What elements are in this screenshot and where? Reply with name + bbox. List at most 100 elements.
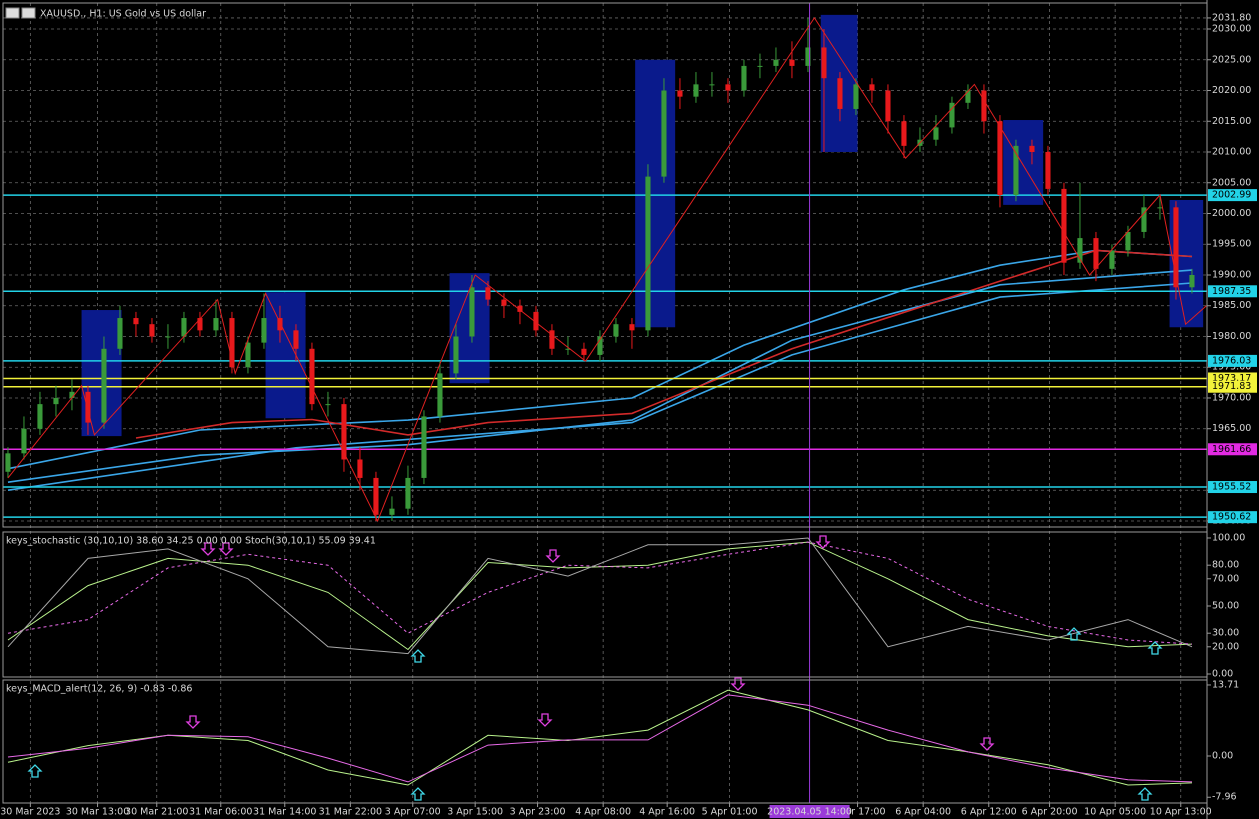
candle-body [69,391,75,398]
candle-body [213,318,219,331]
candle-body [1077,238,1083,263]
x-tick-label: 6 Apr 12:00 [961,807,1017,818]
candle-body [1109,250,1115,269]
x-tick-label: 3 Apr 07:00 [385,807,441,818]
candle-body [405,477,411,509]
panel-title: XAUUSD., H1: US Gold vs US dollar [40,9,206,20]
candle-body [1013,145,1019,196]
candle-body [1173,207,1179,288]
y-tick-label: 2015.00 [1212,116,1251,127]
candle-body [533,311,539,331]
signal-arrow [27,764,43,778]
x-tick-label: 31 Mar 22:00 [319,807,382,818]
level-tag [1208,481,1257,494]
chart-icon [21,7,36,19]
candle-body [549,330,555,349]
signal-arrow [200,542,216,556]
candle-body [629,324,635,331]
panel-title: keys_stochastic (30,10,10) 38.60 34.25 0… [6,536,376,547]
x-tick-label: 10 Apr 05:00 [1084,807,1146,818]
candle-body [773,59,779,66]
y-tick-label: 2000.00 [1212,208,1251,219]
y-tick-label: 2010.00 [1212,147,1251,158]
candle-body [885,90,891,122]
x-tick-label: 30 Mar 2023 [0,807,60,818]
y-tick-label: -7.96 [1212,792,1237,803]
y-tick-label: 30.00 [1212,628,1239,639]
x-tick-label: 6 Apr 04:00 [895,807,951,818]
candle-body [53,397,59,405]
x-tick-label: 31 Mar 06:00 [189,807,252,818]
candle-body [613,324,619,337]
candle-body [181,318,187,337]
candle-body [165,336,171,338]
signal-arrow [730,677,746,691]
signal-arrow [979,737,995,751]
box [635,59,676,328]
candle-body [981,90,987,122]
x-tick-label: 10 Apr 13:00 [1150,807,1212,818]
level-label: 1973.17 [1212,373,1251,384]
candle-body [1141,207,1147,232]
candle-body [853,84,859,109]
candle-body [581,348,587,355]
level-label: 1971.83 [1212,381,1251,392]
candle-body [325,404,331,406]
y-tick-label: 80.00 [1212,560,1239,571]
candle-body [277,318,283,331]
candle-body [85,391,91,423]
candle-body [101,348,107,423]
y-tick-label: 2005.00 [1212,177,1251,188]
y-tick-label: 1985.00 [1212,300,1251,311]
candle-body [997,121,1003,196]
candle-body [1045,152,1051,189]
x-tick-label: 4 Apr 16:00 [639,807,695,818]
candle-body [837,78,843,109]
candle-body [1029,145,1035,153]
y-tick-label: 20.00 [1212,641,1239,652]
candle-body [869,84,875,91]
candle-body [341,404,347,460]
candle-body [245,342,251,368]
candle-body [677,90,683,97]
candle-body [5,453,11,472]
candle-body [1125,231,1131,251]
box [265,292,306,419]
level-tag [1208,285,1257,298]
candle-body [437,373,443,417]
level-label: 2002.99 [1212,190,1251,201]
signal-arrow [1066,627,1082,641]
level-label: 1950.62 [1212,512,1251,523]
level-tag [1208,189,1257,202]
candle-body [37,404,43,429]
y-tick-label: 1965.00 [1212,423,1251,434]
y-tick-label: 100.00 [1212,532,1245,543]
candle-body [453,336,459,374]
candle-body [1189,274,1195,288]
level-tag [1208,380,1257,393]
moving-average [7,269,1193,483]
y-tick-label: 13.71 [1212,679,1239,690]
candle-body [805,47,811,66]
y-tick-label: 0.00 [1212,669,1233,680]
x-tick-label: 5 Apr 17:00 [830,807,886,818]
candle-body [21,428,27,454]
crosshair-tag [769,805,850,818]
box [1003,120,1044,205]
candle-body [389,508,395,515]
x-tick-label: 3 Apr 15:00 [447,807,503,818]
y-tick-label: 1970.00 [1212,392,1251,403]
candle-body [661,90,667,177]
signal-arrow [815,535,831,549]
level-label: 1987.35 [1212,286,1251,297]
candle-body [1061,188,1067,263]
x-tick-label: 5 Apr 01:00 [702,807,758,818]
plot [3,3,1207,803]
y-tick-label: 1995.00 [1212,239,1251,250]
candle-body [261,318,267,343]
level-label: 1976.03 [1212,355,1251,366]
candle-body [469,287,475,337]
candle-body [117,318,123,349]
y-tick-label: 1975.00 [1212,362,1251,373]
candle-body [373,477,379,515]
